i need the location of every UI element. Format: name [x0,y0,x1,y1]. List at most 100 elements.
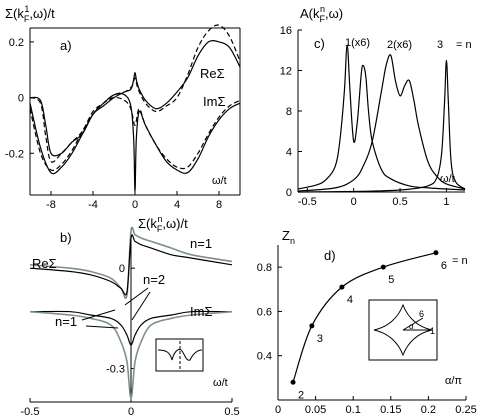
panel-b-inset-curve [157,349,203,361]
panel-c-peak-label-2: 2(x6) [387,39,412,51]
panel-a-ylabel: Σ(kF1,ω)/t [5,4,55,24]
panel-d-xtick-label: 0 [275,404,281,416]
panel-b-label: b) [60,230,72,245]
panel-b-arrow-n2b [131,291,151,321]
panel-d-ylabel-main: Z [282,228,290,243]
panel-d-point [309,323,315,329]
panel-c-series-2 [297,59,466,193]
panel-c-ytick-label: 16 [280,25,292,37]
panel-c-ylabel-sup: n [320,4,325,14]
panel-a-ytick-label: -0.2 [5,148,24,160]
panel-a-label: a) [60,38,72,53]
panel-a-legend-re: ReΣ [200,66,225,81]
panel-c-peak-label-1: 1(x6) [345,37,370,49]
panel-c-label: c) [314,36,325,51]
panel-c-xtick-label: 0 [351,196,357,208]
panel-a-xtick-label: 4 [174,199,180,211]
panel-c-ytick-label: 0 [286,187,292,199]
panel-d-suffix-n: = n [452,255,468,267]
panel-b-label-re: ReΣ [32,256,57,271]
panel-d-point [433,250,439,256]
panel-c-peak-label-n: = n [456,39,472,51]
panel-a-xtick-label: -8 [46,199,56,211]
panel-b-ylabel-main: Σ(k [138,216,157,231]
panel-b-label-n1-top: n=1 [190,236,212,251]
panel-b-inset [155,338,204,372]
panel-c-ylabel-main: A(k [300,6,320,21]
panel-d-inset-fermi-surface [373,303,433,357]
panel-c-xlabel: ω/t [440,173,455,185]
panel-b-label-n1-bottom: n=1 [55,314,77,329]
panel-b-ylabel-sub: F [157,224,163,234]
panel-a-ytick-label: 0 [18,93,24,105]
panel-b-xtick-label: -0.5 [21,406,40,418]
panel-a-series-1 [29,92,241,193]
panel-d-ytick-label: 0.8 [257,262,272,274]
panel-c-ytick-label: 4 [286,147,292,159]
panel-d-point-label: 6 [441,260,447,272]
panel-a-ylabel-tail: ,ω)/t [29,6,55,21]
panel-b-ylabel: Σ(kFn,ω)/t [138,214,188,234]
panel-d-inset-label-alpha: α [409,322,414,331]
panel-c-ylabel-sub: F [320,14,326,24]
panel-b-arrow-n1 [81,309,116,321]
panel-a-legend-im: ImΣ [203,94,225,109]
panel-b-ylabel-sup: n [157,214,162,224]
panel-d-xtick-label: 0.2 [421,404,436,416]
panel-d-inset: 6 α 1 [368,299,438,361]
panel-a-series-0 [29,40,241,157]
panel-a-ylabel-main: Σ(k [5,6,24,21]
panel-d-xtick-label: 0.15 [380,404,401,416]
panel-b-inset-frame [155,338,204,372]
panel-a-ylabel-sub: F [24,14,30,24]
panel-d-point-label: 5 [388,274,394,286]
panel-a-ytick-label: 0.2 [9,37,24,49]
panel-d: 0 0.05 0.1 0.15 0.2 0.25 0.8 0.6 0.4 2 3 4 5 6 d) Zn… [257,228,477,416]
panel-b-xlabel: ω/t [213,377,228,389]
panel-a-ylabel-sup: 1 [24,4,29,14]
panel-b-ylabel-tail: ,ω)/t [162,216,188,231]
panel-d-inset-label-6: 6 [419,309,424,319]
panel-b-ytick-label: -0.3 [106,364,125,376]
panel-b-xtick-label: 0.5 [224,406,239,418]
panel-d-xlabel: α/π [445,375,462,387]
panel-c-xtick-label: 1 [443,196,449,208]
panel-d-inset-label-1: 1 [430,326,435,336]
panel-d-point-label: 2 [298,389,304,401]
panel-d-ytick-label: 0.6 [257,306,272,318]
panel-d-label: d) [324,248,336,263]
panel-d-xtick-label: 0.05 [305,404,326,416]
panel-b-arrow-n1b [85,325,119,329]
panel-b-arrow-n2 [124,287,149,306]
panel-b-xtick-label: 0 [128,406,134,418]
panel-b-ytick-label: 0 [119,263,125,275]
panel-b-label-n2: n=2 [143,272,165,287]
panel-b-series-2 [29,310,233,346]
panel-b-label-im: ImΣ [190,304,212,319]
panel-d-point-label: 4 [347,294,353,306]
panel-c-series-0 [297,44,466,191]
panel-c-ytick-label: 12 [280,66,292,78]
panel-c-xtick-label: 0.5 [392,196,407,208]
panel-d-ytick-label: 0.4 [257,351,272,363]
panel-d-ylabel: Zn [282,228,295,246]
panel-d-ylabel-sub: n [290,236,295,246]
panel-d-xtick-label: 0.1 [346,404,361,416]
panel-b-series-3 [29,310,233,400]
panel-b: -0.5 0 0.50-0.3 b) Σ(kFn,ω)/t ReΣ ImΣ n=1 … [21,214,240,418]
panel-d-point [290,379,296,385]
panel-d-xtick-label: 0.25 [455,404,476,416]
panel-d-inset-line-6 [402,317,424,331]
panel-c-xtick-label: -0.5 [298,196,317,208]
panel-a: -8 -4 0 4 8 0.2 0 -0.2 a) Σ(kF1,ω)/t ReΣ ImΣ ω/… [5,4,241,211]
panel-a-series-2 [29,24,241,163]
panel-c: -0.5 0 0.5 1 16 12 8 4 0 c) A(kFn,ω) 1(x6) 2(x6)… [280,4,472,208]
panel-a-series-3 [29,96,241,172]
panel-d-point [339,284,345,290]
panel-b-series-0 [29,226,233,300]
panel-a-xtick-label: 0 [132,199,138,211]
panel-a-xlabel: ω/t [212,175,227,187]
panel-c-series-1 [297,54,466,192]
panel-a-xtick-label: -4 [88,199,98,211]
panel-c-ylabel: A(kFn,ω) [300,4,343,24]
